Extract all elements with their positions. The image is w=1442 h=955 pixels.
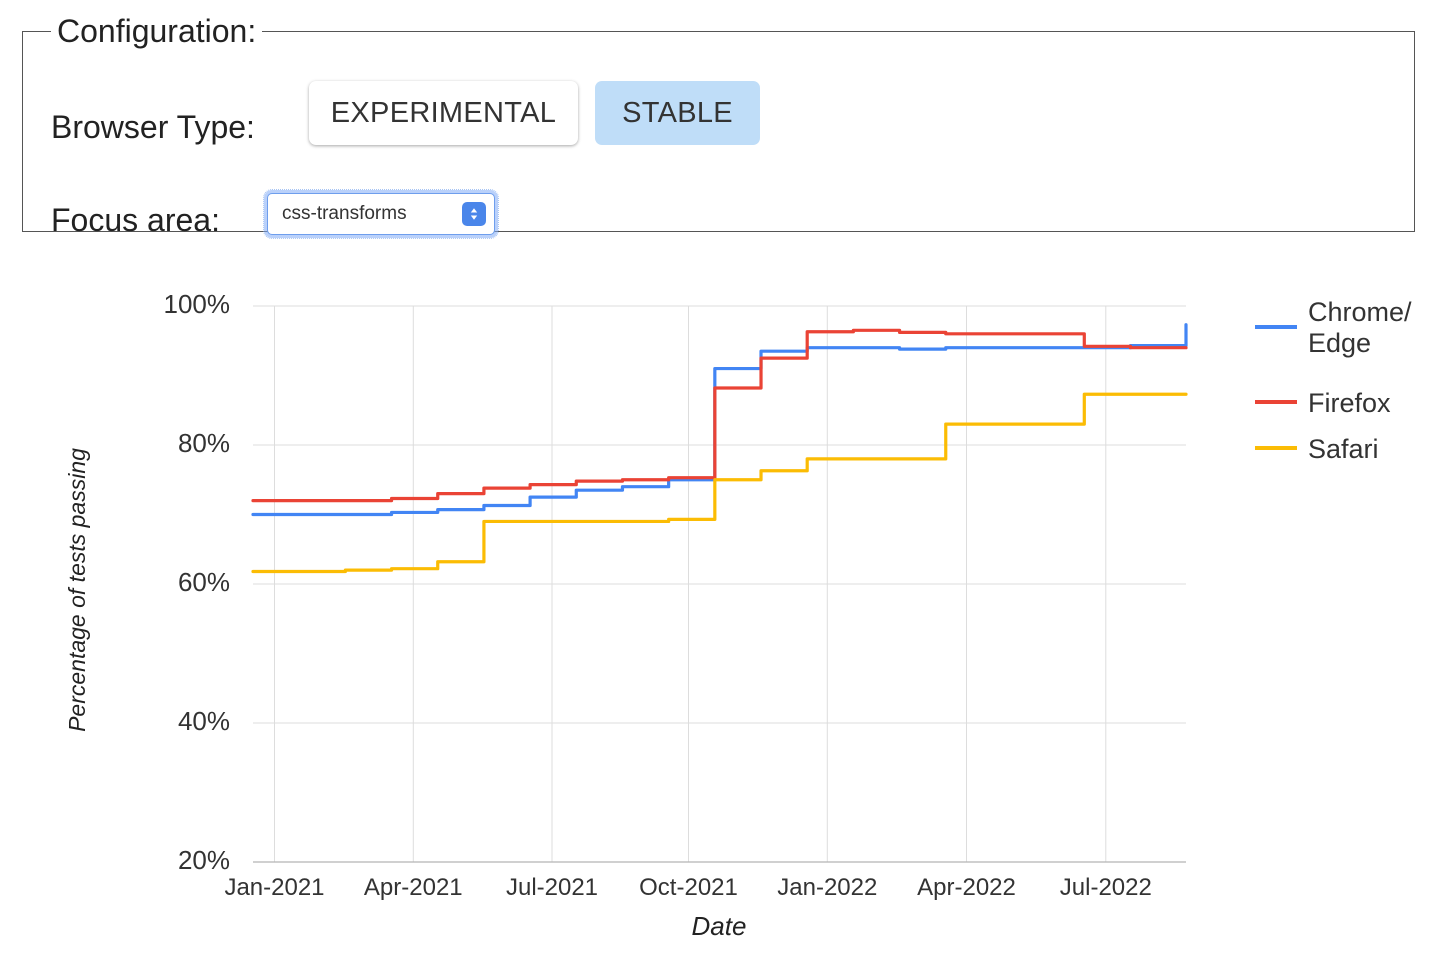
svg-text:Edge: Edge [1308, 328, 1371, 358]
svg-text:40%: 40% [178, 706, 230, 736]
svg-text:Chrome/: Chrome/ [1308, 297, 1412, 327]
svg-text:100%: 100% [164, 289, 231, 319]
svg-text:Jul-2021: Jul-2021 [506, 874, 598, 901]
svg-text:Jan-2021: Jan-2021 [224, 874, 324, 901]
svg-text:Firefox: Firefox [1308, 388, 1391, 418]
svg-text:80%: 80% [178, 428, 230, 458]
svg-text:Percentage of tests passing: Percentage of tests passing [64, 448, 90, 732]
svg-text:Safari: Safari [1308, 434, 1379, 464]
svg-text:Apr-2021: Apr-2021 [364, 874, 463, 901]
svg-text:Apr-2022: Apr-2022 [917, 874, 1016, 901]
svg-text:20%: 20% [178, 845, 230, 875]
svg-text:Oct-2021: Oct-2021 [639, 874, 738, 901]
svg-text:Date: Date [692, 911, 747, 941]
svg-text:60%: 60% [178, 567, 230, 597]
svg-text:Jan-2022: Jan-2022 [777, 874, 877, 901]
svg-text:Jul-2022: Jul-2022 [1060, 874, 1152, 901]
